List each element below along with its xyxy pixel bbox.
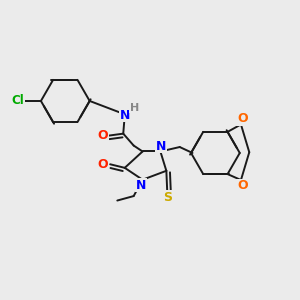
Text: S: S: [163, 191, 172, 204]
Text: O: O: [98, 129, 108, 142]
Text: O: O: [237, 179, 248, 193]
Text: O: O: [237, 112, 248, 125]
Text: N: N: [156, 140, 166, 153]
Text: H: H: [130, 103, 139, 113]
Text: N: N: [136, 178, 146, 192]
Text: N: N: [119, 109, 130, 122]
Text: O: O: [98, 158, 108, 171]
Text: Cl: Cl: [11, 94, 24, 107]
